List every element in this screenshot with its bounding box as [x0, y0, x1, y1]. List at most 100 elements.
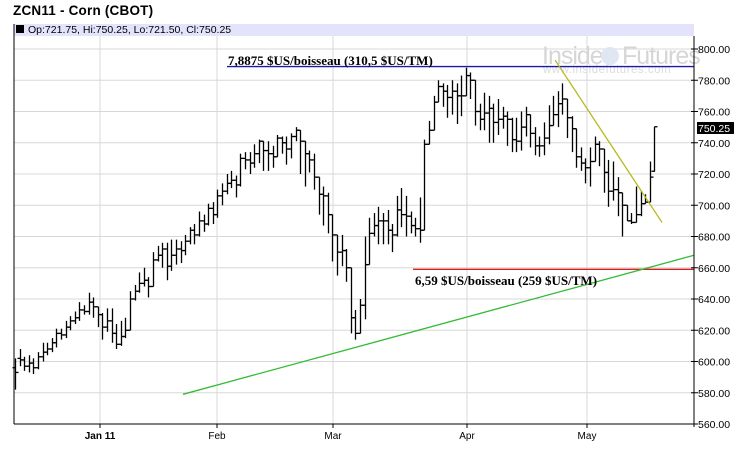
ohlc-bar [477, 103, 484, 131]
ohlc-bar [449, 80, 456, 115]
y-tick-label: 680.00 [698, 232, 730, 244]
ohlc-bar [647, 161, 654, 203]
ohlc-bar [408, 211, 415, 234]
ohlc-bar [49, 338, 56, 353]
y-tick-label: 640.00 [698, 294, 730, 306]
x-tick-label: Mar [324, 431, 342, 442]
ohlc-bar [550, 95, 557, 127]
ohlc-bar [541, 122, 548, 156]
ohlc-bar [555, 91, 562, 128]
ohlc-bar [352, 309, 359, 340]
ohlc-bar [371, 213, 378, 237]
axes [13, 24, 695, 427]
ohlc-bar [375, 206, 382, 245]
ohlc-bar [426, 120, 433, 145]
ohlc-bar [12, 358, 19, 390]
ohlc-bar [504, 111, 511, 146]
ohlc-bar [435, 80, 442, 103]
ohlc-bar [495, 99, 502, 135]
insidefutures-watermark: Inside Futures www.insidefutures.com [542, 42, 701, 76]
y-tick-label: 560.00 [698, 419, 730, 431]
ohlc-bar [463, 67, 470, 97]
ohlc-bar [205, 203, 212, 226]
ohlc-bar [233, 175, 240, 198]
ohlc-bar [486, 95, 493, 143]
ohlc-bar [366, 217, 373, 266]
ohlc-bar [63, 320, 70, 339]
ohlc-bar [306, 150, 313, 173]
ohlc-bar [150, 252, 157, 288]
ohlc-values: Op:721.75, Hi:750.25, Lo:721.50, Cl:750.… [28, 24, 232, 36]
ohlc-bar [293, 127, 300, 142]
ohlc-bar [118, 320, 125, 346]
ohlc-bar [173, 239, 180, 265]
ohlc-bar [155, 245, 162, 262]
ohlc-bar [440, 83, 447, 107]
ohlc-bar [398, 188, 405, 228]
last-price-label: 750.25 [698, 123, 730, 135]
ohlc-bar [251, 144, 258, 168]
trend-lines [182, 59, 695, 395]
y-tick-label: 660.00 [698, 263, 730, 275]
y-tick-label: 780.00 [698, 75, 730, 87]
ohlc-bar [417, 197, 424, 243]
last-price-marker: 750.25 [697, 122, 734, 135]
ohlc-bar [228, 170, 235, 189]
ohlc-bar [214, 189, 221, 218]
ohlc-bar [564, 98, 571, 139]
ohlc-bar [329, 213, 336, 262]
ohlc-bar [122, 317, 129, 339]
ohlc-header-strip [14, 24, 694, 36]
y-tick-label: 800.00 [698, 44, 730, 56]
watermark-brand-left: Inside [542, 42, 603, 70]
y-tick-label: 620.00 [698, 325, 730, 337]
last-price-box [697, 122, 734, 134]
ohlc-bar [316, 176, 323, 215]
ohlc-bar [260, 140, 267, 171]
ohlc-bar [104, 308, 111, 332]
ohlc-bar [279, 136, 286, 154]
ohlc-bar [145, 277, 152, 298]
gridlines [14, 36, 694, 424]
ohlc-bar [178, 241, 185, 264]
ohlc-bar [219, 183, 226, 206]
ohlc-bar [509, 117, 516, 153]
ohlc-bar [362, 236, 369, 320]
ohlc-bar [67, 316, 74, 331]
ohlc-bar [320, 186, 327, 226]
ohlc-bar [444, 84, 451, 118]
ohlc-bar [159, 242, 166, 268]
ohlc-bar [265, 141, 272, 171]
ohlc-bar [113, 324, 120, 349]
ohlc-bar [136, 272, 143, 293]
ohlc-bar [569, 116, 576, 153]
ohlc-bar [127, 291, 134, 331]
ohlc-bar [325, 192, 332, 234]
ohlc-bar [21, 356, 28, 371]
ohlc-bar [582, 158, 589, 184]
downtrend-line [554, 59, 663, 223]
ohlc-bar [132, 284, 139, 301]
ohlc-bar [596, 141, 603, 167]
ohlc-bar [224, 174, 231, 195]
ohlc-bar [385, 209, 392, 245]
ohlc-bar [302, 140, 309, 187]
ohlc-bar [592, 136, 599, 163]
high-price-annotation: 7,8875 $US/boisseau (310,5 $US/TM) [228, 53, 433, 68]
ohlc-bar [389, 224, 396, 253]
series-swatch-icon [16, 25, 24, 33]
ohlc-bar [394, 195, 401, 237]
ohlc-bar [380, 213, 387, 245]
ohlc-bar [53, 328, 60, 348]
x-tick-label: Apr [459, 431, 475, 442]
ohlc-bar [26, 355, 33, 373]
ohlc-bar [90, 297, 97, 318]
ohlc-bar [587, 147, 594, 187]
ohlc-bar [573, 128, 580, 168]
ohlc-bar [412, 217, 419, 237]
y-tick-label: 720.00 [698, 169, 730, 181]
ohlc-bar [182, 234, 189, 256]
ohlc-bar [283, 136, 290, 165]
ohlc-bar [311, 153, 318, 190]
